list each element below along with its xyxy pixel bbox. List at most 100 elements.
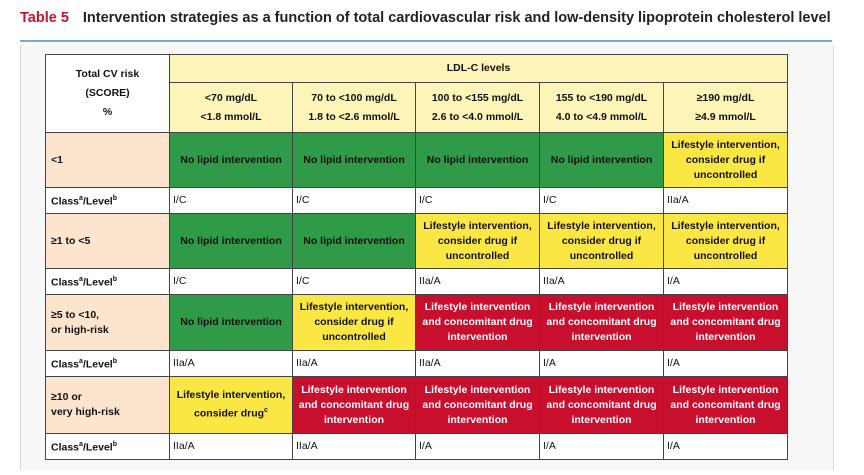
intervention-cell-green: No lipid intervention	[169, 213, 293, 269]
class-level-value: I/C	[539, 187, 664, 214]
intervention-text-span: and concomitant drug	[546, 398, 657, 411]
intervention-text: No lipid intervention	[173, 153, 289, 168]
ldl-range-header: <70 mg/dL <1.8 mmol/L	[169, 82, 293, 133]
class-level-value: IIa/A	[415, 350, 540, 377]
class-level-value: IIa/A	[539, 268, 664, 295]
intervention-text: Lifestyle intervention	[419, 383, 536, 398]
intervention-text-span: No lipid intervention	[180, 153, 282, 166]
intervention-text-span: Lifestyle intervention	[548, 383, 655, 396]
risk-category-line: ≥1 to <5	[51, 234, 91, 247]
intervention-text: consider drug if	[296, 315, 412, 330]
caption-divider	[20, 40, 832, 42]
intervention-text: No lipid intervention	[543, 153, 660, 168]
intervention-text: consider drug if	[667, 153, 784, 168]
footnote-marker: b	[112, 276, 117, 284]
risk-category-line: ≥10 or	[51, 391, 82, 403]
risk-category-cell: ≥5 to <10, or high-risk	[45, 294, 170, 351]
class-level-label: Classa/Levelb	[45, 350, 170, 377]
class-level-text: Class	[51, 276, 80, 289]
intervention-text: intervention	[543, 413, 660, 428]
intervention-text: Lifestyle intervention	[296, 383, 412, 398]
intervention-cell-yellow: Lifestyle intervention, consider drug if u…	[539, 213, 664, 269]
intervention-text: Lifestyle intervention	[543, 383, 660, 398]
intervention-text-span: No lipid intervention	[550, 153, 653, 166]
intervention-text-span: intervention	[695, 413, 756, 426]
intervention-text-span: and concomitant drug	[546, 316, 657, 328]
intervention-text-span: Lifestyle intervention,	[547, 219, 656, 232]
class-level-value: I/C	[292, 187, 416, 214]
intervention-cell-green: No lipid intervention	[415, 132, 540, 188]
intervention-text-span: intervention	[695, 331, 756, 343]
risk-category-line: very high-risk	[51, 406, 120, 418]
intervention-text: intervention	[543, 330, 660, 345]
ldl-levels-header: LDL-C levels	[168, 54, 789, 83]
class-level-row: Classa/Levelb I/C I/C I/C I/C IIa/A	[45, 187, 789, 214]
class-level-row: Classa/Levelb I/C I/C IIa/A IIa/A I/A	[45, 268, 789, 295]
ldl-range-mmol: ≥4.9 mmol/L	[695, 110, 756, 123]
intervention-text: Lifestyle intervention	[419, 300, 536, 315]
intervention-text-span: consider drug if	[561, 234, 642, 247]
intervention-cell-green: No lipid intervention	[169, 294, 293, 351]
intervention-text-span: consider drug	[194, 407, 265, 420]
class-level-value: I/A	[662, 268, 789, 295]
intervention-text-span: No lipid intervention	[180, 234, 282, 247]
footnote-marker: a	[79, 195, 83, 203]
risk-row: ≥10 or very high-risk Lifestyle interventi…	[45, 376, 789, 434]
intervention-cell-yellow: Lifestyle intervention, consider drug if u…	[662, 213, 789, 269]
intervention-text: No lipid intervention	[173, 234, 289, 249]
intervention-text-span: consider drug if	[437, 234, 518, 247]
intervention-cell-green: No lipid intervention	[292, 213, 416, 269]
intervention-text: and concomitant drug	[419, 398, 536, 413]
class-level-value: I/A	[539, 433, 664, 460]
ldl-range-header: 70 to <100 mg/dL 1.8 to <2.6 mmol/L	[292, 82, 416, 133]
intervention-cell-green: No lipid intervention	[292, 132, 416, 188]
class-level-value: I/A	[662, 433, 789, 460]
risk-column-header: Total CV risk (SCORE) %	[45, 54, 170, 133]
intervention-cell-red: Lifestyle intervention and concomitant dr…	[539, 376, 664, 434]
intervention-text-span: and concomitant drug	[298, 398, 410, 411]
intervention-text-span: consider drug if	[685, 234, 766, 247]
intervention-text-span: and concomitant drug	[670, 316, 781, 328]
intervention-text-span: intervention	[571, 331, 632, 343]
class-level-row: Classa/Levelb IIa/A IIa/A I/A I/A I/A	[45, 433, 789, 460]
ldl-range-mgdl: <70 mg/dL	[204, 91, 258, 104]
intervention-text: consider drug if	[667, 234, 784, 249]
intervention-cell-red: Lifestyle intervention and concomitant dr…	[662, 376, 789, 434]
class-level-value: IIa/A	[169, 433, 293, 460]
class-level-value: IIa/A	[292, 433, 416, 460]
intervention-text-span: uncontrolled	[322, 331, 386, 343]
intervention-text-span: Lifestyle intervention,	[423, 219, 532, 232]
intervention-text: consider drug if	[419, 234, 536, 249]
intervention-cell-yellow: Lifestyle intervention, consider drugc	[169, 376, 293, 434]
class-level-text: Class	[51, 441, 80, 454]
ldl-range-header: 155 to <190 mg/dL 4.0 to <4.9 mmol/L	[539, 82, 664, 133]
footnote-marker: c	[264, 407, 268, 415]
class-level-value: IIa/A	[662, 187, 789, 214]
table-caption: Table 5 Intervention strategies as a func…	[20, 10, 831, 26]
intervention-text: and concomitant drug	[419, 315, 536, 330]
ldl-range-mmol: 4.0 to <4.9 mmol/L	[555, 110, 648, 123]
class-level-text: /Level	[82, 358, 113, 371]
footnote-marker: b	[112, 441, 117, 449]
intervention-text-span: Lifestyle intervention	[548, 301, 655, 313]
intervention-cell-yellow: Lifestyle intervention, consider drug if u…	[662, 132, 789, 188]
intervention-text: consider drugc	[173, 403, 289, 422]
class-level-label: Classa/Levelb	[45, 187, 170, 214]
intervention-text-span: intervention	[447, 413, 508, 426]
intervention-text-span: No lipid intervention	[303, 153, 405, 166]
intervention-text: No lipid intervention	[173, 315, 289, 330]
intervention-text: Lifestyle intervention	[667, 383, 784, 398]
ldl-range-mmol: 1.8 to <2.6 mmol/L	[308, 110, 400, 123]
risk-category-line: or high-risk	[51, 323, 109, 336]
intervention-text-span: Lifestyle intervention,	[299, 301, 409, 313]
intervention-text-span: Lifestyle intervention	[424, 301, 531, 313]
class-level-value: I/C	[292, 268, 416, 295]
intervention-text-span: Lifestyle intervention	[672, 383, 779, 396]
class-level-text: Class	[51, 358, 80, 371]
risk-category-cell: <1	[45, 132, 170, 188]
class-level-value: I/A	[415, 433, 540, 460]
intervention-text-span: uncontrolled	[693, 249, 758, 262]
intervention-text: intervention	[667, 330, 784, 345]
risk-row: <1 No lipid intervention No lipid interven…	[45, 132, 789, 188]
risk-category-cell: ≥10 or very high-risk	[45, 376, 170, 434]
